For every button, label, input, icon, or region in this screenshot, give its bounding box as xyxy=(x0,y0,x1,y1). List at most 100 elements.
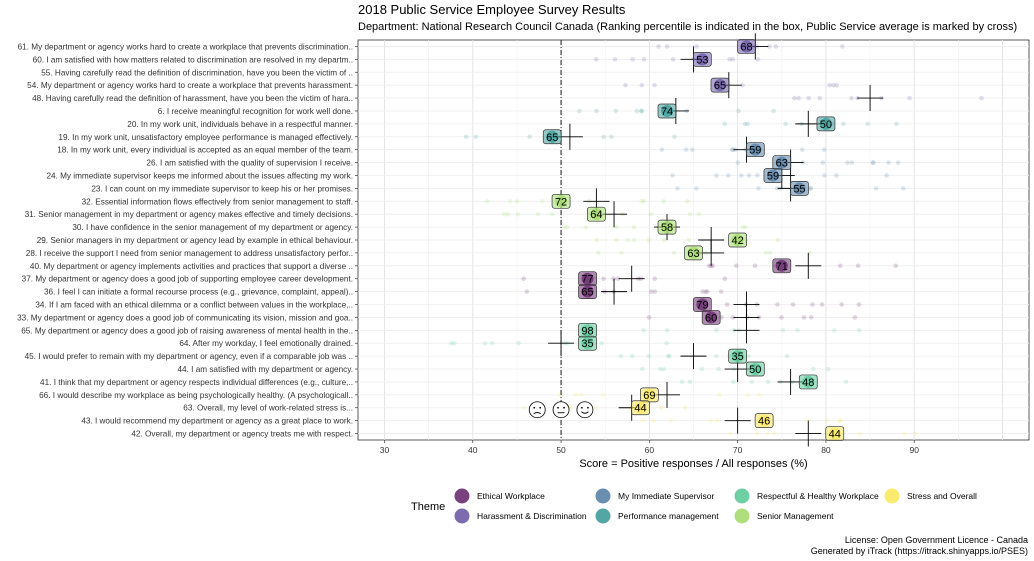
rank-label: 68 xyxy=(737,39,756,54)
rank-value: 44 xyxy=(634,403,646,415)
department-dot xyxy=(665,353,671,359)
legend-item: Respectful & Healthy Workplace xyxy=(734,488,879,504)
department-dot xyxy=(809,315,814,320)
rank-value: 46 xyxy=(758,416,770,428)
department-dot xyxy=(593,405,599,411)
department-dot xyxy=(652,289,658,294)
department-dot xyxy=(661,198,666,204)
department-dot xyxy=(718,289,724,294)
department-dot xyxy=(664,328,670,333)
department-dot xyxy=(527,134,533,140)
department-dot xyxy=(713,353,719,359)
rank-value: 42 xyxy=(732,235,744,247)
department-dot xyxy=(894,121,899,127)
happy-face-icon xyxy=(576,401,594,419)
department-dot xyxy=(727,57,732,62)
rank-box xyxy=(657,103,677,119)
department-dot xyxy=(705,289,710,294)
face-eye xyxy=(557,406,559,409)
department-dot xyxy=(694,186,699,191)
question-label: 34. If I am faced with an ethical dilemm… xyxy=(35,301,353,310)
face-outline xyxy=(528,401,546,419)
rank-label: 50 xyxy=(816,116,836,132)
department-dot xyxy=(857,431,862,436)
face-outline xyxy=(552,401,570,419)
rank-labels: 6853657450655963595572645842637177657960… xyxy=(542,39,845,441)
department-dot xyxy=(824,418,829,423)
x-axis: 30 40 50 60 70 80 90 Score = Positive responses… xyxy=(380,440,919,470)
department-dot xyxy=(790,302,796,307)
average-cross xyxy=(680,343,707,370)
question-label: 65. My department or agency does a good … xyxy=(21,326,353,335)
department-dot xyxy=(594,237,599,243)
department-dot xyxy=(662,237,667,243)
department-dot xyxy=(730,147,735,152)
face-eye xyxy=(587,406,589,409)
department-dot xyxy=(852,315,858,320)
face-eye xyxy=(581,406,583,409)
question-label: 23. I can count on my immediate supervis… xyxy=(91,184,353,193)
department-dot xyxy=(912,431,918,436)
department-dot xyxy=(884,173,889,178)
department-dot xyxy=(727,431,733,436)
department-dot xyxy=(799,147,805,152)
department-dot xyxy=(755,57,761,62)
x-tick-label: 90 xyxy=(909,445,919,455)
rank-value: 50 xyxy=(749,364,761,376)
rank-value: 68 xyxy=(740,41,752,53)
department-dot xyxy=(564,224,570,230)
department-dot xyxy=(822,173,827,178)
department-dot xyxy=(613,237,619,243)
rank-value: 44 xyxy=(829,429,841,441)
rank-value: 69 xyxy=(643,390,655,402)
rank-value: 55 xyxy=(793,183,805,195)
rank-value: 35 xyxy=(732,351,744,363)
x-tick-label: 80 xyxy=(821,445,831,455)
department-dot xyxy=(535,211,541,217)
department-dot xyxy=(652,276,658,282)
legend-swatch xyxy=(734,508,750,524)
legend-label: Senior Management xyxy=(757,511,834,521)
rank-label: 35 xyxy=(578,335,597,351)
department-dot xyxy=(810,302,815,307)
question-label: 6. I receive meaningful recognition for … xyxy=(158,107,353,116)
department-dot xyxy=(667,353,672,359)
department-dot xyxy=(601,276,606,282)
department-dot xyxy=(634,108,640,114)
department-dot xyxy=(807,250,813,256)
department-dot xyxy=(561,224,567,230)
department-dot xyxy=(745,121,750,127)
department-dot xyxy=(756,186,761,191)
question-label: 29. Senior managers in my department or … xyxy=(37,236,353,245)
question-label: 33. My department or agency does a good … xyxy=(17,313,353,322)
department-dot xyxy=(683,147,689,152)
rank-box xyxy=(737,39,756,54)
department-dot xyxy=(703,289,708,294)
rank-value: 64 xyxy=(590,209,602,221)
rank-label: 65 xyxy=(710,77,730,93)
department-dot xyxy=(631,224,637,230)
department-dot xyxy=(549,211,555,217)
department-dot xyxy=(834,82,839,88)
department-dot xyxy=(630,57,635,62)
department-dot xyxy=(639,198,645,204)
legend-item: Ethical Workplace xyxy=(454,488,545,504)
department-dot xyxy=(505,211,511,217)
department-dot xyxy=(752,263,758,269)
rank-box xyxy=(790,181,809,196)
department-dot xyxy=(682,405,688,411)
department-dot xyxy=(687,379,693,385)
question-label: 55. Having carefully read the definition… xyxy=(41,68,353,77)
department-dot xyxy=(856,328,862,333)
question-label: 66. I would describe my workplace as bei… xyxy=(39,391,353,400)
department-dot xyxy=(656,44,661,49)
department-dot xyxy=(735,160,741,165)
rank-value: 53 xyxy=(696,54,708,66)
department-dot xyxy=(756,392,762,398)
department-dot xyxy=(661,366,667,372)
department-dot xyxy=(618,353,624,359)
face-eye xyxy=(533,406,536,409)
department-dot xyxy=(658,366,663,372)
license-note: License: Open Government Licence - Canad… xyxy=(811,535,1028,557)
question-label: 36. I feel I can initiate a formal recou… xyxy=(44,288,353,297)
